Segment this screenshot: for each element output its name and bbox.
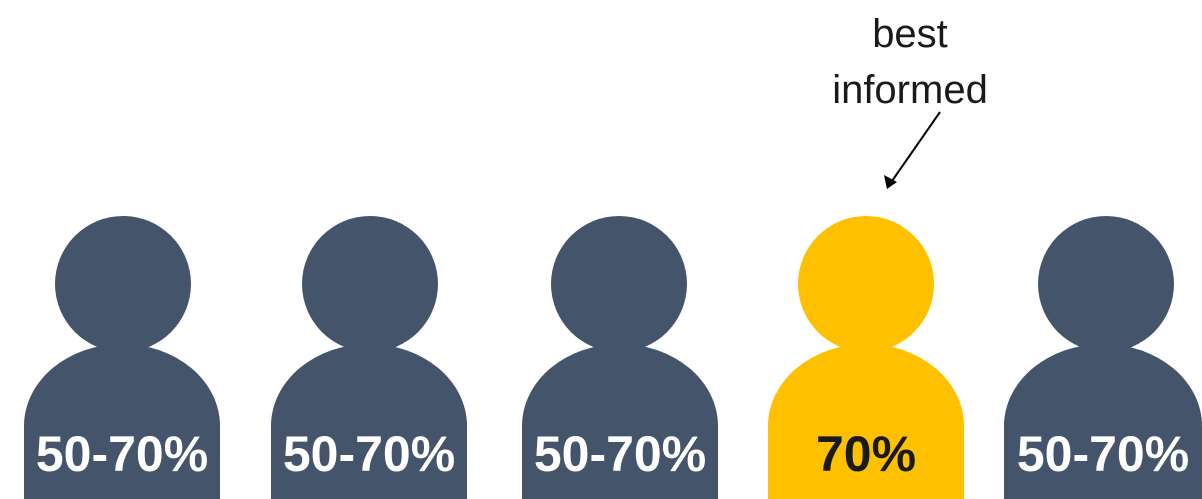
person-3-body <box>522 344 718 499</box>
person-1-head <box>55 216 191 352</box>
person-1-percentage: 50-70% <box>35 426 209 482</box>
person-2-percentage: 50-70% <box>282 426 456 482</box>
person-3-percentage: 50-70% <box>533 426 707 482</box>
person-4-best-informed: 70% <box>768 0 964 499</box>
person-5-percentage: 50-70% <box>1016 426 1190 482</box>
person-5-body <box>1004 344 1202 499</box>
person-5: 50-70% <box>1004 0 1202 499</box>
person-2: 50-70% <box>271 0 467 499</box>
person-3: 50-70% <box>522 0 718 499</box>
person-1-body <box>24 344 220 499</box>
person-4-body <box>768 344 964 499</box>
person-3-head <box>551 216 687 352</box>
person-2-head <box>302 216 438 352</box>
annotation-line-1: best <box>872 12 948 56</box>
person-1: 50-70% <box>24 0 220 499</box>
person-4-percentage: 70% <box>815 426 917 482</box>
annotation-line-2: informed <box>832 68 988 112</box>
person-4-head <box>798 216 934 352</box>
best-informed-annotation: best informed <box>780 6 1040 118</box>
person-2-body <box>271 344 467 499</box>
person-5-head <box>1038 216 1174 352</box>
